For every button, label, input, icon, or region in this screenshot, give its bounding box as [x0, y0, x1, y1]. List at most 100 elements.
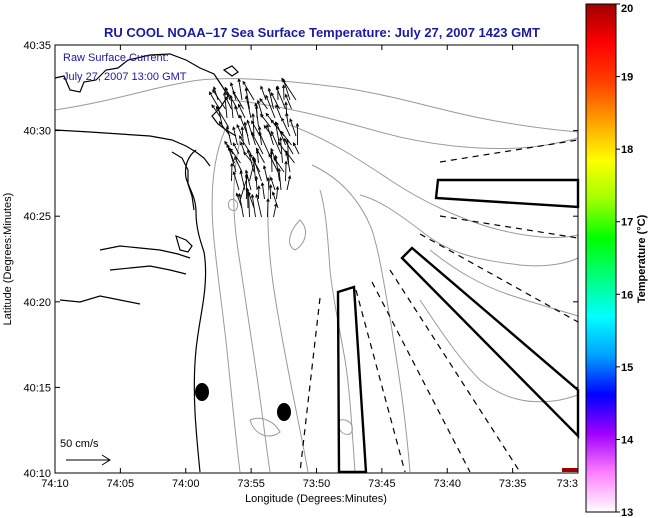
current-vector [245, 96, 252, 119]
current-vector-head [257, 185, 261, 190]
current-vector-head [251, 120, 255, 125]
current-vector-head [249, 153, 253, 158]
current-vector-head [292, 142, 297, 146]
current-vector-head [225, 125, 230, 130]
current-vector-head [244, 95, 249, 100]
current-vector [270, 177, 276, 191]
current-vector [224, 92, 228, 119]
current-vector [242, 81, 255, 101]
current-vector-head [259, 98, 263, 102]
current-vector-head [234, 156, 238, 161]
current-vector-head [224, 140, 228, 145]
current-vector-head [244, 173, 249, 178]
current-vector [228, 147, 237, 173]
current-vector-head [275, 86, 280, 91]
current-vector-head [266, 197, 270, 202]
current-vector [293, 142, 300, 155]
current-vector-head [281, 77, 285, 82]
current-vector [229, 148, 241, 164]
current-vector-head [265, 94, 269, 99]
current-vector-head [235, 192, 240, 197]
current-vector-head [255, 193, 259, 198]
current-vector [286, 113, 289, 128]
current-vector [256, 150, 259, 164]
current-vector-head [224, 87, 228, 92]
current-vector [258, 132, 270, 155]
current-vector-head [211, 104, 215, 109]
current-vector-head [295, 122, 300, 127]
current-vector-head [254, 175, 259, 180]
colorbar-tick-label: 16 [621, 289, 633, 301]
current-vector-head [237, 78, 241, 83]
current-vector-head [260, 113, 264, 118]
current-vector-head [251, 112, 255, 117]
current-vector-head [268, 153, 272, 158]
current-vector [219, 121, 231, 137]
x-tick-label: 74:05 [107, 478, 135, 490]
current-vector-head [212, 86, 217, 91]
surface-current-vectors [208, 77, 300, 218]
map-plot-area: 50 cm/s Raw Surface Current: July 27, 20… [54, 44, 580, 474]
coastline [54, 53, 239, 473]
current-vector-head [270, 147, 274, 152]
current-vector [283, 138, 294, 155]
current-vector-head [244, 169, 249, 174]
colorbar-tick-label: 14 [621, 434, 634, 446]
current-vector [253, 156, 256, 182]
current-vector-head [266, 176, 271, 181]
current-vector [247, 188, 249, 209]
current-vector-head [246, 119, 250, 124]
current-vector [225, 97, 232, 110]
current-vector [232, 126, 238, 146]
x-tick-label: 74:00 [172, 478, 200, 490]
current-vector-head [256, 99, 261, 104]
current-vector-head [285, 138, 290, 143]
current-vector-head [240, 126, 245, 131]
current-vector-head [285, 151, 289, 156]
current-vector [232, 91, 244, 110]
current-vector [278, 168, 282, 191]
colorbar-label: Temperature (°C) [636, 214, 648, 303]
current-vector [234, 106, 240, 119]
current-vector-head [215, 105, 220, 110]
current-vector [275, 122, 280, 146]
current-vector [212, 89, 226, 110]
current-vector-head [260, 181, 265, 186]
current-vector-head [208, 91, 213, 96]
current-vector-head [283, 137, 287, 142]
current-vector-head [266, 123, 270, 128]
current-vector-head [254, 102, 258, 107]
colorbar: 13 14 15 16 17 18 19 20 Temperature (°C) [585, 3, 648, 518]
x-tick-label: 73:50 [303, 478, 331, 490]
current-vector [270, 131, 282, 155]
map-title: RU COOL NOAA–17 Sea Surface Temperature:… [104, 25, 540, 40]
y-axis-label: Latitude (Degrees:Minutes) [2, 193, 14, 326]
current-vector-head [238, 192, 242, 197]
y-tick-label: 40:15 [23, 382, 51, 394]
current-vector [238, 193, 244, 218]
current-vector [281, 118, 291, 137]
current-vector [289, 118, 297, 137]
current-vector [267, 198, 269, 218]
current-vector [236, 124, 243, 137]
current-vector [238, 104, 246, 119]
current-vector [275, 155, 280, 182]
current-vector-head [238, 114, 243, 119]
current-vector-head [246, 191, 251, 196]
current-vector [238, 78, 243, 101]
current-vector [233, 171, 240, 191]
current-vector-head [262, 165, 267, 169]
current-vector-head [284, 160, 288, 165]
x-tick-label: 74:10 [41, 478, 69, 490]
current-vector [244, 122, 250, 146]
current-vector-head [278, 136, 283, 141]
current-vector [213, 86, 219, 101]
sample-marker [277, 403, 291, 421]
current-vector-head [243, 151, 247, 156]
current-vector-head [242, 80, 246, 85]
current-vector [260, 86, 267, 101]
y-tick-label: 40:25 [23, 211, 51, 223]
current-vector [268, 154, 279, 173]
current-vector [285, 161, 287, 182]
sample-marker [195, 383, 209, 401]
